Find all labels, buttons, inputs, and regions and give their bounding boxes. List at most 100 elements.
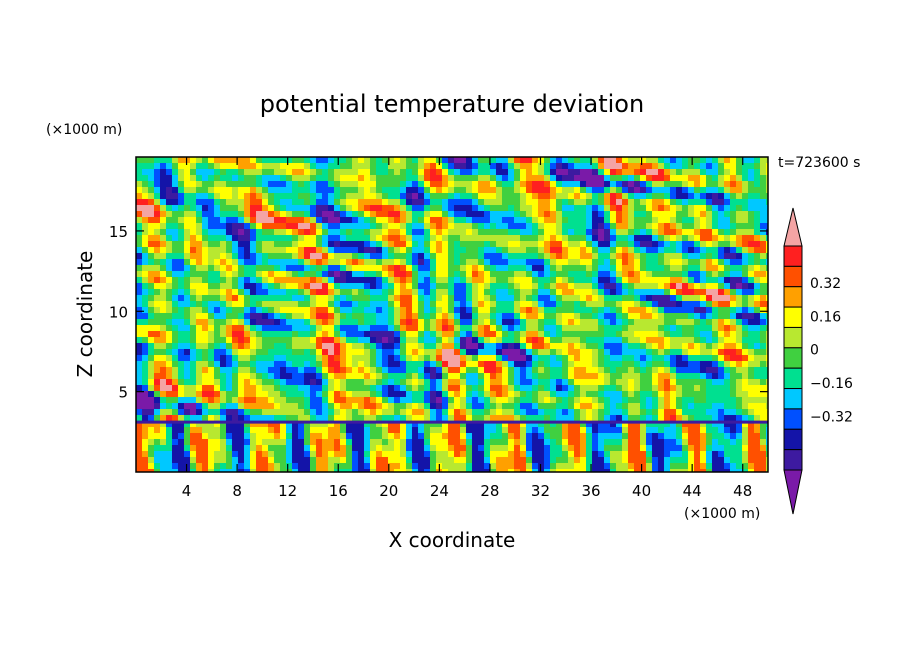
- heatmap-cell: [406, 391, 413, 398]
- heatmap-cell: [268, 433, 275, 440]
- heatmap-cell: [706, 229, 713, 236]
- heatmap-cell: [316, 187, 323, 194]
- heatmap-cell: [418, 325, 425, 332]
- heatmap-cell: [244, 409, 251, 416]
- heatmap-cell: [484, 385, 491, 392]
- heatmap-cell: [694, 397, 701, 404]
- heatmap-cell: [502, 307, 509, 314]
- heatmap-cell: [394, 295, 401, 302]
- heatmap-cell: [160, 373, 167, 380]
- heatmap-cell: [574, 277, 581, 284]
- heatmap-cell: [376, 223, 383, 230]
- heatmap-cell: [250, 343, 257, 350]
- heatmap-cell: [532, 361, 539, 368]
- heatmap-cell: [514, 325, 521, 332]
- heatmap-cell: [184, 205, 191, 212]
- heatmap-cell: [538, 301, 545, 308]
- heatmap-cell: [286, 241, 293, 248]
- heatmap-cell: [436, 313, 443, 320]
- heatmap-cell: [460, 175, 467, 182]
- heatmap-cell: [274, 427, 281, 434]
- heatmap-cell: [262, 343, 269, 350]
- heatmap-cell: [766, 211, 768, 218]
- heatmap-cell: [496, 229, 503, 236]
- heatmap-cell: [574, 325, 581, 332]
- heatmap-cell: [646, 253, 653, 260]
- heatmap-cell: [760, 385, 767, 392]
- heatmap-cell: [748, 169, 755, 176]
- heatmap-cell: [226, 199, 233, 206]
- heatmap-cell: [568, 157, 575, 164]
- heatmap-cell: [274, 259, 281, 266]
- heatmap-cell: [454, 349, 461, 356]
- heatmap-cell: [454, 217, 461, 224]
- heatmap-cell: [418, 211, 425, 218]
- heatmap-cell: [598, 217, 605, 224]
- heatmap-cell: [202, 205, 209, 212]
- heatmap-cell: [370, 271, 377, 278]
- heatmap-cell: [370, 199, 377, 206]
- heatmap-cell: [484, 355, 491, 362]
- heatmap-cell: [268, 187, 275, 194]
- heatmap-cell: [394, 289, 401, 296]
- heatmap-cell: [646, 289, 653, 296]
- heatmap-cell: [274, 313, 281, 320]
- heatmap-cell: [760, 301, 767, 308]
- heatmap-cell: [532, 313, 539, 320]
- heatmap-cell: [334, 391, 341, 398]
- heatmap-cell: [760, 181, 767, 188]
- heatmap-cell: [562, 313, 569, 320]
- heatmap-cell: [388, 313, 395, 320]
- heatmap-cell: [298, 367, 305, 374]
- heatmap-cell: [412, 355, 419, 362]
- heatmap-cell: [202, 169, 209, 176]
- heatmap-cell: [232, 427, 239, 434]
- heatmap-cell: [538, 187, 545, 194]
- heatmap-cell: [310, 433, 317, 440]
- heatmap-cell: [202, 295, 209, 302]
- heatmap-cell: [370, 265, 377, 272]
- heatmap-cell: [190, 397, 197, 404]
- heatmap-cell: [328, 421, 335, 428]
- heatmap-cell: [400, 253, 407, 260]
- heatmap-cell: [268, 421, 275, 428]
- heatmap-cell: [628, 415, 635, 422]
- heatmap-cell: [334, 385, 341, 392]
- heatmap-cell: [208, 337, 215, 344]
- heatmap-cell: [694, 367, 701, 374]
- heatmap-cell: [586, 271, 593, 278]
- heatmap-cell: [622, 271, 629, 278]
- heatmap-cell: [760, 403, 767, 410]
- heatmap-cell: [592, 385, 599, 392]
- heatmap-cell: [502, 409, 509, 416]
- heatmap-cell: [412, 169, 419, 176]
- heatmap-cell: [346, 265, 353, 272]
- heatmap-cell: [196, 325, 203, 332]
- heatmap-cell: [664, 211, 671, 218]
- heatmap-cell: [184, 193, 191, 200]
- heatmap-cell: [646, 421, 653, 428]
- heatmap-cell: [592, 337, 599, 344]
- heatmap-cell: [700, 409, 707, 416]
- heatmap-cell: [166, 415, 173, 422]
- heatmap-cell: [352, 241, 359, 248]
- heatmap-cell: [412, 367, 419, 374]
- heatmap-cell: [190, 439, 197, 446]
- heatmap-cell: [382, 355, 389, 362]
- heatmap-cell: [670, 169, 677, 176]
- heatmap-cell: [520, 301, 527, 308]
- heatmap-cell: [496, 169, 503, 176]
- heatmap-cell: [178, 391, 185, 398]
- heatmap-cell: [142, 283, 149, 290]
- heatmap-cell: [496, 427, 503, 434]
- heatmap-cell: [412, 217, 419, 224]
- heatmap-cell: [172, 361, 179, 368]
- heatmap-cell: [400, 313, 407, 320]
- heatmap-cell: [532, 355, 539, 362]
- heatmap-cell: [652, 427, 659, 434]
- heatmap-cell: [184, 253, 191, 260]
- heatmap-cell: [556, 247, 563, 254]
- heatmap-cell: [382, 337, 389, 344]
- heatmap-cell: [538, 205, 545, 212]
- heatmap-cell: [334, 433, 341, 440]
